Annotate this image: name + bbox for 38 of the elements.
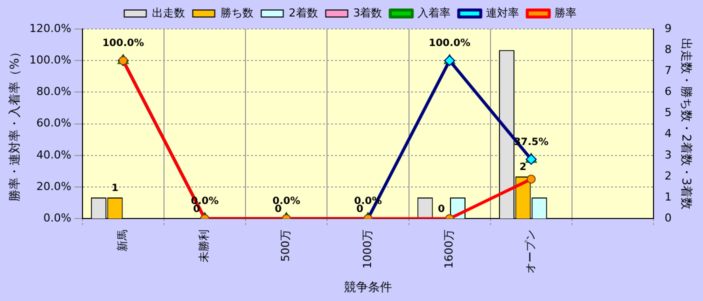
x-tick-label: 1000万: [360, 230, 374, 269]
data-label: 0: [438, 204, 445, 216]
y-axis-title: 勝率・連対率・入着率（%）: [7, 46, 22, 202]
legend-label: 勝率: [554, 6, 577, 20]
y2-tick-label: 9: [664, 22, 672, 35]
y-tick-label: 100.0%: [29, 53, 72, 66]
y-tick-label: 20.0%: [36, 180, 72, 193]
y2-tick-label: 1: [664, 190, 672, 204]
legend-label: 出走数: [152, 6, 185, 20]
y-tick-label: 40.0%: [36, 148, 72, 162]
y-tick-label: 60.0%: [36, 116, 72, 130]
legend-label: 勝ち数: [220, 6, 254, 20]
legend-label: 2着数: [288, 6, 318, 20]
legend-label: 連対率: [486, 6, 520, 20]
x-tick-label: 未勝利: [198, 230, 211, 263]
data-label: 100.0%: [102, 38, 144, 50]
y2-tick-label: 5: [664, 106, 672, 120]
data-label: 1: [112, 183, 118, 194]
legend-label: 3着数: [353, 6, 382, 20]
legend-label: 入着率: [418, 6, 451, 20]
y2-tick-label: 8: [664, 42, 672, 56]
x-tick-label: 500万: [279, 230, 292, 262]
y2-tick-label: 6: [664, 85, 672, 98]
y2-tick-label: 0: [664, 211, 672, 224]
y-tick-label: 80.0%: [36, 85, 72, 98]
x-tick-label: 新馬: [116, 230, 130, 252]
data-label: 2: [520, 162, 527, 174]
data-label: 100.0%: [428, 38, 470, 50]
y-tick-label: 0.0%: [43, 211, 72, 224]
y2-axis-title: 出走数・勝ち数・2着数・3着数: [680, 38, 694, 210]
x-axis-title: 競争条件: [344, 280, 392, 294]
x-tick-label: オープン: [524, 230, 538, 274]
y-tick-label: 120.0%: [29, 22, 72, 35]
y2-tick-label: 4: [664, 127, 672, 140]
y2-tick-label: 7: [664, 64, 672, 77]
y2-tick-label: 2: [664, 169, 672, 182]
y2-tick-label: 3: [664, 148, 672, 162]
x-tick-label: 1600万: [442, 230, 456, 269]
